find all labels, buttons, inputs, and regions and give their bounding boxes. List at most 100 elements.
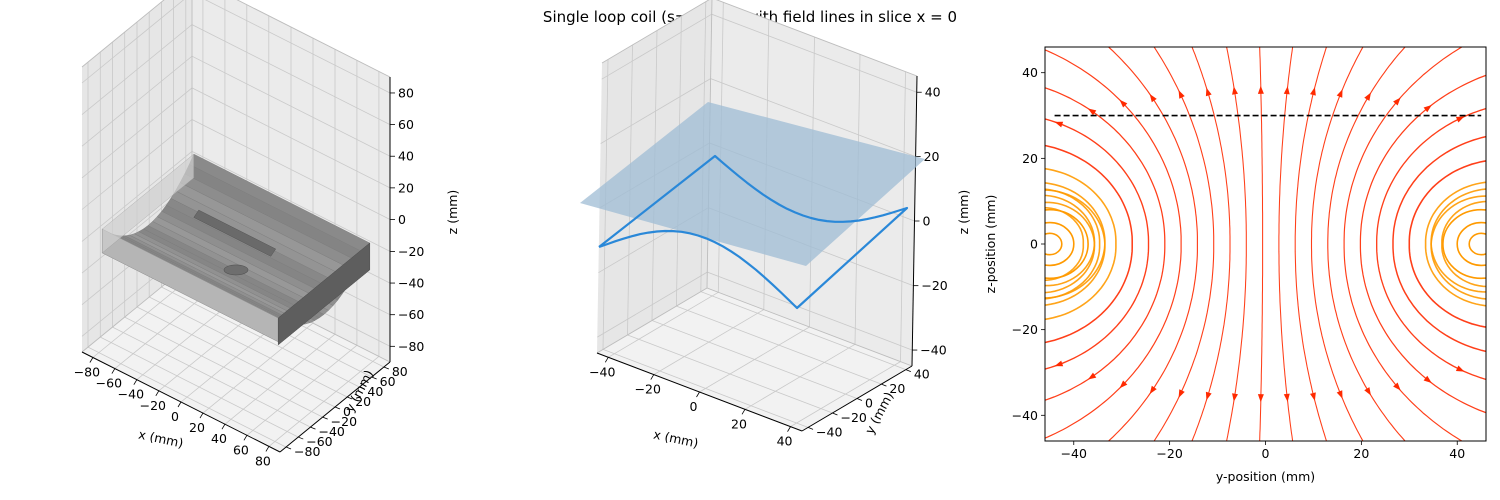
field-arrow (989, 171, 999, 180)
field-line (1327, 47, 1406, 244)
x-tick-label: 40 (1449, 446, 1465, 461)
field-line (1376, 244, 1486, 381)
field-arrow (1087, 108, 1097, 116)
field-line (1278, 47, 1294, 244)
field-arrow (1149, 385, 1157, 394)
wire-field-loop (1045, 221, 1075, 267)
field-line (1259, 47, 1264, 244)
wire-field-loop (1045, 232, 1063, 256)
x-tick-label: −40 (1061, 446, 1087, 461)
x-tick-label: 20 (1353, 446, 1369, 461)
field-line (1430, 188, 1486, 293)
pane-top-edge (601, 0, 918, 77)
z-tick-label: −40 (920, 343, 946, 358)
field-line (1430, 195, 1486, 300)
field-line (1153, 244, 1215, 441)
z-axis-label: z (mm) (956, 190, 971, 235)
field-line (1045, 189, 1106, 306)
y-tick-label: −40 (816, 424, 842, 439)
y-tick-label: −20 (840, 410, 866, 425)
field-arrow (1016, 205, 1026, 214)
y-tick-label: 20 (889, 381, 905, 396)
field-line (1343, 244, 1464, 441)
field-arrow (1423, 375, 1432, 384)
x-tick (243, 435, 248, 441)
field-arrow (1490, 131, 1499, 138)
field-arrow (1423, 104, 1432, 113)
field-line (1045, 188, 1101, 244)
wire-field-loop (1456, 221, 1486, 267)
y-tick-label: 20 (355, 394, 371, 409)
field-arrow (1310, 392, 1316, 401)
x-tick-label: −80 (74, 365, 100, 380)
slice-plane (580, 102, 925, 266)
field-line (1310, 244, 1364, 441)
field-arrow (1205, 391, 1212, 401)
field-line (1408, 160, 1486, 244)
z-tick-label: 0 (398, 212, 406, 227)
field-line (1343, 47, 1464, 244)
field-line (1226, 47, 1247, 244)
y-tick-label: 80 (392, 364, 408, 379)
y-tick (383, 366, 389, 370)
field-lines (989, 47, 1499, 441)
field-arrow (1205, 87, 1212, 97)
field-line (1107, 244, 1198, 441)
x-tick (177, 401, 182, 408)
wire-field-loop (1468, 232, 1486, 256)
field-line (1045, 118, 1150, 244)
field-line (1045, 49, 1182, 244)
surface-center-hole (223, 264, 249, 276)
y-tick (298, 436, 304, 440)
field-line (1107, 47, 1198, 244)
y-tick (322, 416, 328, 420)
y-tick (905, 369, 911, 373)
field-arrow (1393, 382, 1401, 391)
x-tick-label: −20 (140, 398, 166, 413)
field-arrow (1021, 342, 1029, 348)
y-axis-label: z-position (mm) (983, 195, 998, 294)
field-line (1376, 107, 1486, 244)
field-line (1278, 244, 1294, 441)
x-tick-label: 0 (690, 399, 698, 414)
field-arrow (1054, 360, 1064, 367)
field-arrow (1054, 121, 1064, 128)
z-tick-label: −80 (398, 339, 424, 354)
y-tick (347, 396, 353, 400)
field-arrow (1087, 372, 1097, 380)
z-tick-label: −20 (398, 244, 424, 259)
field-line (1045, 244, 1117, 321)
field-line (1045, 87, 1166, 244)
field-arrow (1232, 393, 1238, 402)
y-tick (359, 386, 365, 390)
field-arrow (1257, 85, 1264, 94)
field-line (1153, 47, 1215, 244)
field-line (1191, 244, 1231, 441)
field-lines-panel: −40 −20 0 20 40 −40 −20 0 20 40 y-position (mm) z-p… (983, 46, 1499, 484)
x-tick-label: −60 (96, 376, 122, 391)
field-line (1045, 244, 1182, 439)
field-line (1424, 181, 1486, 244)
field-line (1045, 244, 1133, 344)
y-tick-label: 40 (367, 384, 383, 399)
field-arrow (1336, 89, 1343, 98)
wire-field-loop (1045, 208, 1089, 280)
z-gridline (81, 0, 391, 94)
field-line (1294, 47, 1328, 244)
field-arrow (1178, 90, 1185, 99)
field-line (1392, 244, 1486, 353)
field-line (1045, 244, 1101, 300)
field-arrow (1310, 87, 1316, 96)
y-tick (285, 446, 292, 450)
z-tick-label: 0 (923, 214, 931, 229)
field-line (1310, 47, 1364, 244)
field-line (1327, 244, 1406, 441)
x-tick (199, 412, 204, 419)
field-arrow (1283, 393, 1290, 402)
field-line (1259, 244, 1264, 441)
coil-loop (598, 154, 909, 310)
field-arrow (1455, 365, 1465, 372)
field-arrow (1283, 86, 1290, 95)
pane-top-edge (81, 0, 391, 78)
